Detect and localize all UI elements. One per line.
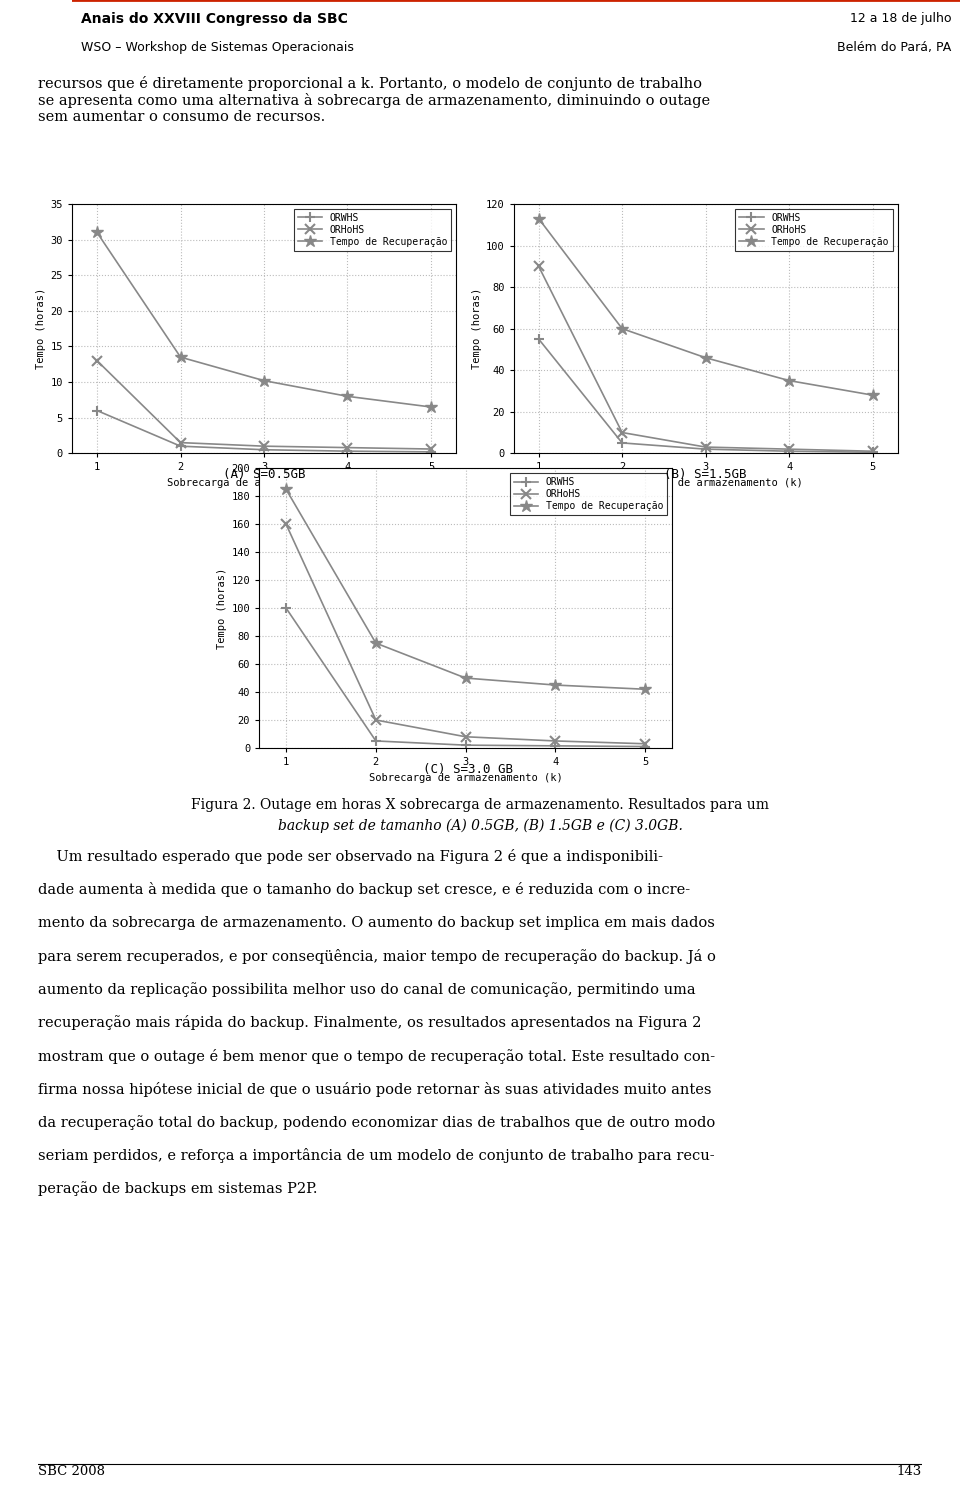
Text: aumento da replicação possibilita melhor uso do canal de comunicação, permitindo: aumento da replicação possibilita melhor… [38,982,696,997]
Tempo de Recuperação [616,319,628,337]
ORHoHS [549,731,561,749]
Tempo de Recuperação [280,480,292,499]
Y-axis label: Tempo (horas): Tempo (horas) [471,289,482,369]
Text: 143: 143 [897,1464,922,1478]
Line: ORWHS: ORWHS [92,405,436,456]
ORHoHS [258,437,270,455]
Text: da recuperação total do backup, podendo economizar dias de trabalhos que de outr: da recuperação total do backup, podendo … [38,1115,715,1130]
Text: (B) S=1.5GB: (B) S=1.5GB [664,468,747,482]
ORWHS [175,437,186,455]
Tempo de Recuperação [91,224,103,242]
Text: seriam perdidos, e reforça a importância de um modelo de conjunto de trabalho pa: seriam perdidos, e reforça a importância… [38,1148,715,1163]
ORWHS [549,737,561,756]
ORHoHS [700,438,711,456]
Text: (C) S=3.0 GB: (C) S=3.0 GB [422,763,513,777]
ORWHS [639,737,651,756]
Tempo de Recuperação [342,387,353,405]
ORWHS [91,402,103,420]
X-axis label: Sobrecarga de armazenamento (k): Sobrecarga de armazenamento (k) [167,477,361,488]
X-axis label: Sobrecarga de armazenamento (k): Sobrecarga de armazenamento (k) [609,477,803,488]
Tempo de Recuperação [867,385,878,403]
Line: Tempo de Recuperação: Tempo de Recuperação [533,212,878,402]
Text: mento da sobrecarga de armazenamento. O aumento do backup set implica em mais da: mento da sobrecarga de armazenamento. O … [38,916,715,929]
Line: Tempo de Recuperação: Tempo de Recuperação [91,227,437,413]
Legend: ORWHS, ORHoHS, Tempo de Recuperação: ORWHS, ORHoHS, Tempo de Recuperação [510,473,667,515]
Text: backup set de tamanho (A) 0.5GB, (B) 1.5GB e (C) 3.0GB.: backup set de tamanho (A) 0.5GB, (B) 1.5… [277,819,683,834]
Text: Figura 2. Outage em horas X sobrecarga de armazenamento. Resultados para um: Figura 2. Outage em horas X sobrecarga d… [191,798,769,811]
Text: Um resultado esperado que pode ser observado na Figura 2 é que a indisponibili-: Um resultado esperado que pode ser obser… [38,849,663,864]
Tempo de Recuperação [783,372,795,390]
ORHoHS [342,438,353,456]
Text: 2008: 2008 [14,41,58,56]
ORHoHS [425,440,437,458]
ORWHS [371,731,382,749]
Tempo de Recuperação [460,669,471,688]
Text: mostram que o outage é bem menor que o tempo de recuperação total. Este resultad: mostram que o outage é bem menor que o t… [38,1049,715,1064]
Text: WSO – Workshop de Sistemas Operacionais: WSO – Workshop de Sistemas Operacionais [81,41,353,54]
ORWHS [783,443,795,461]
ORWHS [867,443,878,461]
Legend: ORWHS, ORHoHS, Tempo de Recuperação: ORWHS, ORHoHS, Tempo de Recuperação [735,209,893,251]
Line: ORWHS: ORWHS [534,334,877,458]
ORWHS [533,329,544,348]
ORHoHS [867,443,878,461]
Text: SBC 2008: SBC 2008 [38,1464,106,1478]
Line: Tempo de Recuperação: Tempo de Recuperação [280,484,651,695]
ORWHS [280,598,292,616]
ORWHS [342,443,353,461]
ORWHS [700,440,711,458]
Text: recursos que é diretamente proporcional a k. Portanto, o modelo de conjunto de t: recursos que é diretamente proporcional … [38,76,710,124]
Tempo de Recuperação [533,210,544,228]
Tempo de Recuperação [639,680,651,698]
ORWHS [425,443,437,461]
Text: peração de backups em sistemas P2P.: peração de backups em sistemas P2P. [38,1182,318,1197]
Text: Belém do Pará, PA: Belém do Pará, PA [837,41,951,54]
Y-axis label: Tempo (horas): Tempo (horas) [36,289,46,369]
Y-axis label: Tempo (horas): Tempo (horas) [217,568,228,648]
Text: recuperação mais rápida do backup. Finalmente, os resultados apresentados na Fig: recuperação mais rápida do backup. Final… [38,1015,702,1031]
Text: Anais do XXVIII Congresso da SBC: Anais do XXVIII Congresso da SBC [81,12,348,26]
Text: dade aumenta à medida que o tamanho do backup set cresce, e é reduzida com o inc: dade aumenta à medida que o tamanho do b… [38,882,690,898]
Text: para serem recuperados, e por conseqüência, maior tempo de recuperação do backup: para serem recuperados, e por conseqüênc… [38,949,716,964]
ORHoHS [533,257,544,275]
ORHoHS [460,728,471,746]
Line: ORHoHS: ORHoHS [92,355,436,453]
Legend: ORWHS, ORHoHS, Tempo de Recuperação: ORWHS, ORHoHS, Tempo de Recuperação [294,209,451,251]
Tempo de Recuperação [549,675,561,694]
ORWHS [460,736,471,754]
ORHoHS [783,440,795,458]
Text: firma nossa hipótese inicial de que o usuário pode retornar às suas atividades m: firma nossa hipótese inicial de que o us… [38,1082,712,1097]
ORHoHS [371,712,382,730]
Tempo de Recuperação [425,397,437,416]
ORHoHS [91,352,103,370]
Text: SBC: SBC [19,11,53,26]
ORHoHS [175,434,186,452]
ORHoHS [280,515,292,533]
ORHoHS [616,423,628,441]
Line: ORWHS: ORWHS [281,603,650,751]
Text: (A) S=0.5GB: (A) S=0.5GB [223,468,305,482]
Tempo de Recuperação [700,349,711,367]
Text: 12 a 18 de julho: 12 a 18 de julho [850,12,951,26]
ORWHS [258,441,270,459]
ORHoHS [639,734,651,752]
Line: ORHoHS: ORHoHS [534,261,877,456]
Tempo de Recuperação [175,348,186,366]
Tempo de Recuperação [258,372,270,390]
Tempo de Recuperação [371,635,382,653]
X-axis label: Sobrecarga de armazenamento (k): Sobrecarga de armazenamento (k) [369,772,563,783]
ORWHS [616,434,628,452]
Line: ORHoHS: ORHoHS [281,520,650,748]
